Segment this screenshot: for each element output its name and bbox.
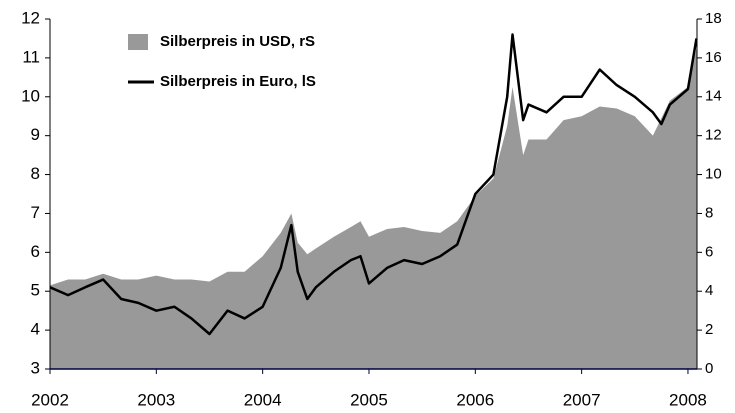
- legend-swatch: [128, 34, 148, 50]
- y-tick-label: 3: [31, 358, 40, 377]
- y2-tick-label: 16: [705, 49, 722, 66]
- y-tick-label: 4: [31, 320, 40, 339]
- y-tick-label: 8: [31, 164, 40, 183]
- y-tick-label: 7: [31, 203, 40, 222]
- y2-tick-label: 8: [705, 204, 713, 221]
- y2-tick-label: 6: [705, 243, 713, 260]
- x-tick-label: 2002: [31, 390, 69, 409]
- y2-tick-label: 14: [705, 88, 722, 105]
- x-tick-label: 2004: [244, 390, 282, 409]
- x-tick-label: 2008: [669, 390, 707, 409]
- legend-label: Silberpreis in USD, rS: [160, 33, 315, 50]
- line: [49, 33, 698, 336]
- x-tick-label: 2003: [137, 390, 175, 409]
- y2-tick-label: 10: [705, 166, 722, 183]
- y2-tick-label: 2: [705, 321, 713, 338]
- y2-tick-label: 12: [705, 127, 722, 144]
- y-tick-label: 5: [31, 281, 40, 300]
- x-tick-label: 2007: [563, 390, 601, 409]
- area: [50, 48, 697, 370]
- y-tick-label: 6: [31, 242, 40, 261]
- y2-tick-label: 4: [705, 282, 713, 299]
- y-tick-label: 10: [21, 86, 40, 105]
- y-tick-label: 11: [22, 47, 40, 66]
- x-tick-label: 2006: [456, 390, 494, 409]
- x-tick-label: 2005: [350, 390, 388, 409]
- y2-tick-label: 18: [705, 10, 722, 27]
- y2-tick-label: 0: [705, 360, 713, 377]
- legend-label: Silberpreis in Euro, lS: [160, 73, 316, 90]
- y-tick-label: 9: [31, 125, 40, 144]
- y-tick-label: 12: [21, 8, 40, 27]
